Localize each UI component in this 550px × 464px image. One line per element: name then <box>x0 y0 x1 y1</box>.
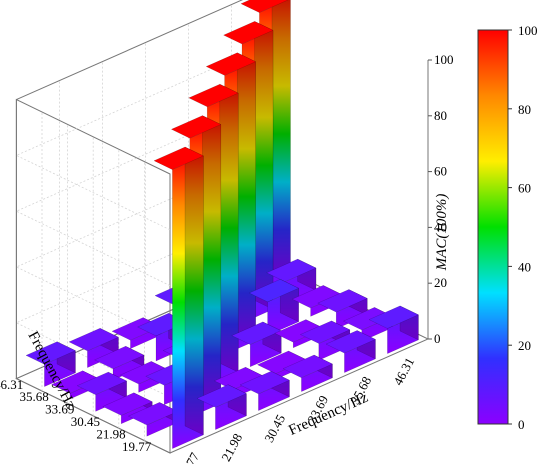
z-tick-label: 60 <box>434 164 447 179</box>
bar <box>153 146 204 449</box>
colorbar-tick-label: 80 <box>518 102 531 117</box>
colorbar: 0 20 40 60 80 100 <box>477 23 538 432</box>
bar <box>239 370 290 411</box>
x-tick-label: 19.77 <box>175 449 202 464</box>
bar <box>248 278 300 336</box>
y-tick-label: 35.68 <box>20 389 49 404</box>
z-tick-label: 0 <box>434 331 441 346</box>
y-tick-label: 33.69 <box>45 402 74 417</box>
colorbar-tick-label: 60 <box>518 181 531 196</box>
grid-line <box>15 41 275 231</box>
bar <box>368 305 419 354</box>
bars <box>25 0 419 449</box>
bar <box>282 354 333 392</box>
bar <box>76 371 128 412</box>
bar <box>25 341 76 387</box>
y-tick-label: 19.77 <box>122 439 152 454</box>
colorbar-tick-label: 20 <box>518 338 531 353</box>
x-tick-label: 21.98 <box>218 431 245 464</box>
z-tick-label: 20 <box>434 275 447 290</box>
bar <box>127 401 179 437</box>
y-tick-label: 46.31 <box>0 377 23 392</box>
colorbar-tick-label: 0 <box>518 417 525 432</box>
grid-line <box>15 152 275 342</box>
x-axis-title: Frequency/Hz <box>286 390 370 439</box>
bar <box>196 384 247 430</box>
colorbar-gradient <box>477 29 509 425</box>
colorbar-tick-label: 100 <box>518 23 538 38</box>
y-tick-label: 21.98 <box>96 426 125 441</box>
z-tick-label: 100 <box>434 52 454 67</box>
grid-line <box>15 96 275 286</box>
bar <box>325 330 376 373</box>
bar <box>94 345 145 381</box>
z-axis-title: MAC(100%) <box>434 194 450 272</box>
z-tick-label: 80 <box>434 108 447 123</box>
z-tick-label: 40 <box>434 219 447 234</box>
x-tick-label: 30.45 <box>261 412 288 445</box>
colorbar-tick-label: 40 <box>518 259 531 274</box>
x-tick-label: 46.31 <box>390 355 417 388</box>
y-tick-label: 30.45 <box>71 414 100 429</box>
